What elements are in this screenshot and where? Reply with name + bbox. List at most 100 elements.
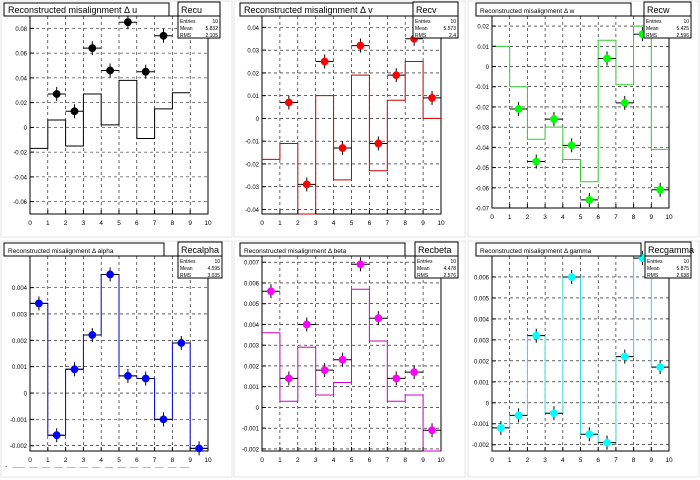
x-tick-label: 7 [385, 220, 389, 227]
y-tick-label: 0 [486, 65, 490, 71]
data-point [603, 438, 611, 447]
x-tick-label: 4 [332, 220, 336, 227]
stats-entries-label: Entries [180, 19, 196, 25]
x-tick-label: 9 [188, 457, 192, 464]
data-point [284, 98, 293, 107]
x-tick-label: 10 [665, 457, 673, 464]
data-point [141, 67, 150, 76]
y-tick-label: 0.004 [244, 323, 260, 329]
data-point [302, 320, 311, 329]
y-tick-label: -0.04 [245, 208, 259, 214]
data-point [88, 331, 97, 339]
chart-title: Reconstructed misalignment Δ w [480, 8, 575, 15]
data-point [88, 44, 97, 53]
stats-mean-value: 5.425 [676, 26, 689, 32]
stats-box [644, 241, 692, 279]
y-tick-label: 0.03 [247, 49, 259, 55]
x-tick-label: 2 [526, 214, 530, 221]
y-tick-label: 0.08 [15, 27, 27, 33]
x-tick-label: 0 [490, 457, 494, 464]
data-point [284, 374, 293, 383]
y-tick-label: 0.04 [247, 26, 259, 32]
data-point [428, 426, 436, 435]
x-tick-label: 0 [260, 220, 264, 227]
data-point [567, 141, 576, 150]
data-point [320, 366, 329, 374]
stats-name: Recgamma [648, 245, 694, 255]
stats-name: Recbeta [418, 245, 452, 255]
y-tick-label: 0 [486, 401, 490, 407]
x-tick-label: 6 [135, 220, 139, 227]
x-tick-label: 9 [188, 220, 192, 227]
y-tick-label: -0.01 [475, 85, 489, 91]
x-tick-label: 0 [490, 214, 494, 221]
x-tick-label: 1 [278, 220, 282, 227]
data-point [656, 363, 665, 372]
data-point [620, 99, 629, 107]
stats-mean-value: 4.478 [443, 266, 456, 272]
x-tick-label: 6 [596, 214, 600, 221]
stats-entries-value: 10 [683, 19, 689, 25]
x-tick-label: 6 [368, 220, 372, 227]
x-tick-label: 4 [99, 220, 103, 227]
y-tick-label: -0.03 [245, 185, 259, 191]
data-point [302, 180, 311, 189]
stats-name: Recu [181, 5, 202, 15]
x-tick-label: 3 [314, 220, 318, 227]
x-tick-label: 10 [665, 214, 673, 221]
x-tick-label: 3 [82, 457, 86, 464]
y-tick-label: -0.06 [13, 200, 27, 206]
data-point [35, 299, 43, 308]
y-tick-label: 0 [256, 406, 260, 412]
x-tick-label: 3 [82, 220, 86, 227]
y-tick-label: 0.004 [12, 286, 28, 292]
y-tick-label: 0.002 [244, 364, 260, 370]
y-tick-label: 0.001 [474, 380, 490, 386]
x-tick-label: 5 [117, 220, 121, 227]
stats-mean-value: 5.832 [205, 26, 218, 32]
data-point [70, 365, 79, 374]
data-point [514, 105, 523, 113]
x-tick-label: 7 [153, 457, 157, 464]
x-tick-label: 7 [153, 220, 157, 227]
y-tick-label: -0.02 [13, 151, 27, 157]
y-tick-label: 0 [24, 392, 28, 398]
stats-box [412, 1, 459, 39]
y-tick-label: 0.01 [477, 45, 489, 51]
x-tick-label: 9 [421, 457, 425, 464]
stats-rms-value: 3.035 [207, 273, 220, 279]
stats-mean-label: Mean [415, 26, 428, 32]
x-tick-label: 9 [649, 457, 653, 464]
x-tick-label: 10 [204, 457, 212, 464]
data-point [52, 431, 61, 440]
x-tick-label: 7 [385, 457, 389, 464]
stats-mean-label: Mean [646, 26, 659, 32]
x-tick-label: 10 [204, 220, 212, 227]
chart-title: Reconstructed misalignment Δ v [244, 5, 373, 15]
y-tick-label: -0.02 [245, 162, 259, 168]
x-tick-label: 2 [296, 220, 300, 227]
title-box [475, 242, 642, 257]
x-tick-label: 8 [171, 457, 175, 464]
x-tick-label: 1 [46, 220, 50, 227]
x-tick-label: 4 [561, 214, 565, 221]
y-tick-label: 0.02 [477, 25, 489, 31]
y-tick-label: 0.02 [15, 101, 27, 107]
x-tick-label: 8 [632, 214, 636, 221]
y-tick-label: -0.001 [242, 427, 260, 433]
x-tick-label: 10 [437, 220, 445, 227]
title-box [475, 2, 632, 17]
title-box [3, 242, 165, 257]
data-point [496, 424, 505, 432]
stats-rms-label: RMS [180, 33, 192, 39]
y-tick-label: 0.006 [244, 281, 260, 287]
data-point [603, 54, 611, 63]
y-tick-label: 0.02 [247, 71, 259, 77]
x-tick-label: 8 [171, 220, 175, 227]
x-tick-label: 6 [368, 457, 372, 464]
x-tick-label: 4 [99, 457, 103, 464]
y-tick-label: 0.003 [244, 344, 260, 350]
stats-entries-value: 10 [212, 19, 218, 25]
stats-entries-label: Entries [646, 19, 662, 25]
